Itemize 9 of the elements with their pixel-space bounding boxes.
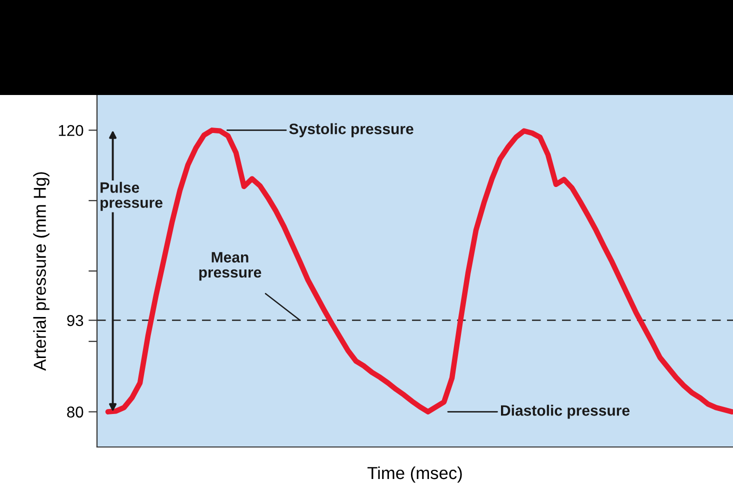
annotation: Systolic pressure (289, 123, 414, 138)
annotation: Diastolic pressure (501, 404, 630, 419)
x-axis-title: Time (msec) (367, 466, 462, 483)
y-tick-label: 93 (67, 315, 84, 326)
ref-line-label: Mean pressure (199, 252, 262, 281)
annotation: Pulse pressure (100, 182, 162, 211)
y-axis-title: Arterial pressure (mm Hg) (33, 172, 50, 371)
y-tick-label: 80 (67, 406, 84, 418)
y-tick-label: 120 (58, 124, 84, 136)
